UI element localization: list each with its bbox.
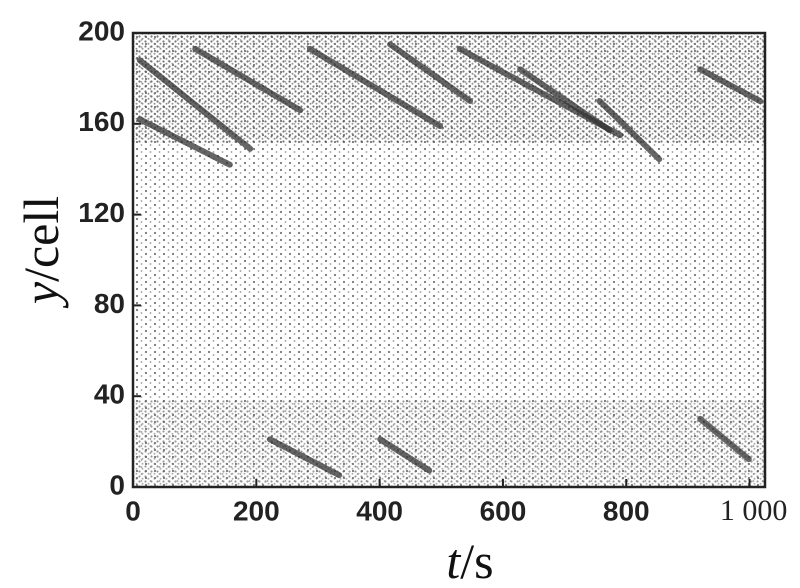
jam-streak [136,116,233,168]
x-tick-label: 200 [233,495,280,526]
jam-streak [697,415,753,463]
x-tick-label: 1 000 [720,494,788,527]
jam-streak [596,98,664,164]
y-tick-label: 200 [78,15,125,46]
jam-streak [697,66,764,105]
x-axis-label: t/s [446,533,493,588]
y-tick-label: 80 [94,288,125,319]
y-axis-label: y/cell [13,196,69,309]
plot-frame [131,31,767,489]
texture [133,400,765,487]
jam-streak [136,57,254,152]
jam-streak [517,66,614,134]
y-axis-unit: /cell [13,196,69,282]
x-axis-unit: /s [460,533,493,588]
y-tick-label: 160 [78,106,125,137]
y-axis-var: y [13,281,69,309]
jam-streak [377,436,434,475]
jam-streak [266,436,344,479]
jam-streak [306,45,444,130]
x-tick-label: 800 [603,495,650,526]
y-tick-label: 40 [94,379,125,410]
jam-streak [192,45,304,114]
x-tick-label: 600 [480,495,527,526]
x-tick-label: 400 [356,495,403,526]
x-tick-label: 0 [125,495,141,526]
x-axis-var: t [446,533,461,588]
y-tick-label: 0 [109,469,125,500]
jam-streak [387,41,474,105]
y-tick-label: 120 [78,197,125,228]
